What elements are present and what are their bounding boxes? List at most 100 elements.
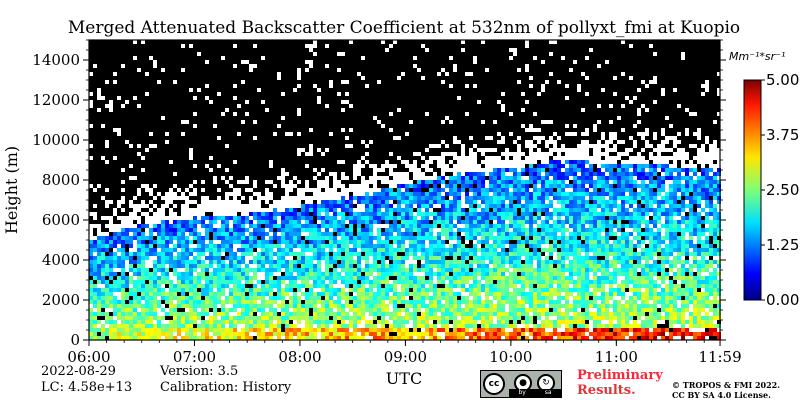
heatmap-cell: [273, 268, 277, 272]
heatmap-cell: [465, 296, 469, 300]
heatmap-cell: [345, 308, 349, 312]
heatmap-cell: [141, 212, 145, 216]
heatmap-cell: [457, 328, 461, 332]
heatmap-cell: [185, 260, 189, 264]
heatmap-cell: [153, 252, 157, 256]
heatmap-cell: [529, 236, 533, 240]
heatmap-cell: [169, 320, 173, 324]
heatmap-cell: [289, 296, 293, 300]
heatmap-cell: [461, 332, 465, 336]
heatmap-cell: [469, 220, 473, 224]
heatmap-cell: [393, 212, 397, 216]
heatmap-cell: [517, 264, 521, 268]
heatmap-cell: [109, 312, 113, 316]
heatmap-cell: [165, 284, 169, 288]
heatmap-cell: [145, 328, 149, 332]
heatmap-cell: [149, 332, 153, 336]
heatmap-cell: [197, 288, 201, 292]
heatmap-cell: [249, 272, 253, 276]
heatmap-cell: [537, 296, 541, 300]
heatmap-cell: [425, 220, 429, 224]
heatmap-cell: [265, 316, 269, 320]
heatmap-cell: [549, 164, 553, 168]
heatmap-cell: [105, 324, 109, 328]
heatmap-cell: [117, 240, 121, 244]
heatmap-cell: [377, 252, 381, 256]
heatmap-cell: [373, 300, 377, 304]
heatmap-cell: [165, 232, 169, 236]
heatmap-cell: [453, 140, 457, 144]
heatmap-cell: [369, 276, 373, 280]
heatmap-cell: [269, 312, 273, 316]
heatmap-cell: [117, 216, 121, 220]
heatmap-cell: [413, 204, 417, 208]
heatmap-cell: [393, 312, 397, 316]
heatmap-cell: [349, 312, 353, 316]
heatmap-cell: [465, 208, 469, 212]
heatmap-cell: [549, 256, 553, 260]
heatmap-cell: [137, 308, 141, 312]
heatmap-cell: [541, 160, 545, 164]
heatmap-cell: [365, 208, 369, 212]
heatmap-cell: [505, 284, 509, 288]
heatmap-cell: [457, 252, 461, 256]
heatmap-cell: [345, 328, 349, 332]
heatmap-cell: [397, 292, 401, 296]
heatmap-cell: [301, 312, 305, 316]
heatmap-cell: [521, 152, 525, 156]
heatmap-cell: [217, 220, 221, 224]
heatmap-cell: [517, 164, 521, 168]
heatmap-cell: [397, 332, 401, 336]
heatmap-cell: [437, 240, 441, 244]
heatmap-cell: [361, 76, 365, 80]
heatmap-cell: [157, 216, 161, 220]
heatmap-cell: [297, 248, 301, 252]
heatmap-cell: [253, 300, 257, 304]
heatmap-cell: [513, 48, 517, 52]
heatmap-cell: [89, 92, 93, 96]
heatmap-cell: [457, 264, 461, 268]
heatmap-cell: [505, 276, 509, 280]
heatmap-cell: [505, 256, 509, 260]
heatmap-cell: [317, 320, 321, 324]
heatmap-cell: [533, 240, 537, 244]
heatmap-cell: [465, 160, 469, 164]
heatmap-cell: [333, 328, 337, 332]
heatmap-cell: [469, 280, 473, 284]
heatmap-cell: [357, 264, 361, 268]
heatmap-cell: [509, 248, 513, 252]
heatmap-cell: [237, 188, 241, 192]
heatmap-cell: [173, 268, 177, 272]
heatmap-cell: [225, 196, 229, 200]
heatmap-cell: [249, 244, 253, 248]
heatmap-cell: [309, 240, 313, 244]
heatmap-cell: [313, 292, 317, 296]
heatmap-cell: [361, 292, 365, 296]
heatmap-cell: [353, 288, 357, 292]
heatmap-cell: [417, 316, 421, 320]
heatmap-cell: [221, 276, 225, 280]
heatmap-cell: [513, 172, 517, 176]
heatmap-cell: [437, 232, 441, 236]
heatmap-cell: [513, 312, 517, 316]
heatmap-cell: [445, 240, 449, 244]
heatmap-cell: [245, 316, 249, 320]
heatmap-cell: [385, 304, 389, 308]
heatmap-cell: [313, 268, 317, 272]
heatmap-cell: [273, 184, 277, 188]
heatmap-cell: [369, 212, 373, 216]
heatmap-cell: [465, 184, 469, 188]
heatmap-cell: [241, 332, 245, 336]
heatmap-cell: [477, 176, 481, 180]
heatmap-cell: [313, 300, 317, 304]
heatmap-cell: [361, 192, 365, 196]
heatmap-cell: [433, 328, 437, 332]
heatmap-cell: [117, 228, 121, 232]
heatmap-cell: [509, 244, 513, 248]
heatmap-cell: [469, 296, 473, 300]
heatmap-cell: [329, 192, 333, 196]
heatmap-cell: [161, 288, 165, 292]
heatmap-cell: [201, 316, 205, 320]
heatmap-cell: [293, 184, 297, 188]
heatmap-cell: [237, 224, 241, 228]
